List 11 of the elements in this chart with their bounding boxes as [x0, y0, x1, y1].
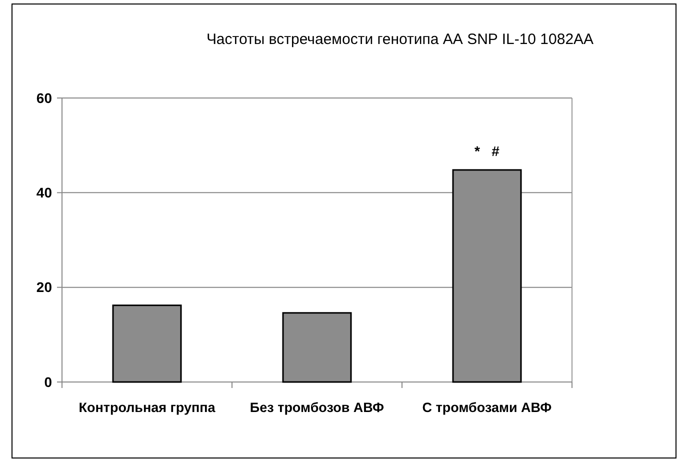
y-tick-label: 20: [36, 279, 52, 296]
x-tick-label: Контрольная группа: [78, 400, 216, 415]
annotation: * #: [474, 142, 500, 159]
bar: [282, 312, 352, 383]
x-tick-label: С тромбозами АВФ: [422, 400, 552, 415]
y-tick-label: 40: [36, 184, 52, 201]
y-tick-label: 0: [44, 374, 52, 390]
chart-title: Частоты встречаемости генотипа АА SNP IL-10 1082AA: [206, 31, 594, 48]
x-tick-label: Без тромбозов АВФ: [250, 400, 385, 415]
y-tick-label: 60: [36, 90, 52, 106]
bar: [112, 304, 182, 383]
